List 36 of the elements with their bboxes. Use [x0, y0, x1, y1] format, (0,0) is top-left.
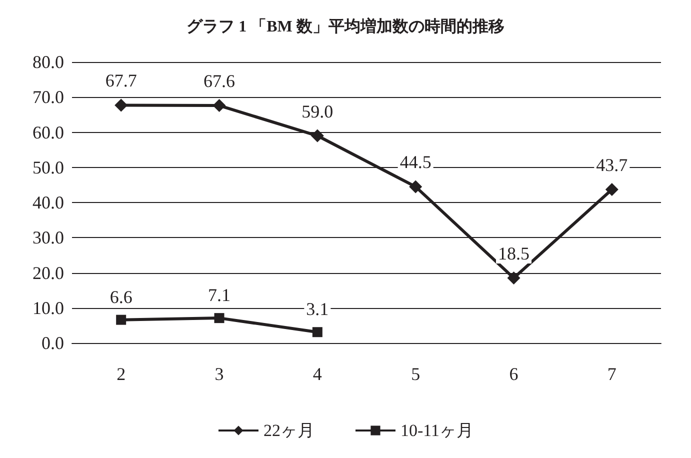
- point: [507, 272, 520, 285]
- data-label: 18.5: [498, 244, 530, 264]
- point: [605, 183, 618, 196]
- y-tick-label: 0.0: [42, 333, 64, 353]
- data-label: 67.7: [105, 70, 137, 91]
- y-tick-label: 20.0: [32, 262, 64, 283]
- data-label: 43.7: [596, 155, 628, 176]
- chart-title: グラフ 1 「BM 数」平均増加数の時間的推移: [186, 16, 504, 36]
- y-tick-label: 40.0: [32, 192, 64, 212]
- x-tick-label: 7: [607, 364, 616, 384]
- point: [116, 314, 126, 325]
- point: [114, 98, 128, 112]
- point: [409, 180, 422, 194]
- x-tick-label: 3: [214, 364, 224, 384]
- data-label: 44.5: [400, 152, 432, 172]
- x-tick-label: 2: [116, 364, 126, 384]
- y-tick-label: 50.0: [32, 157, 64, 178]
- legend-label: 22ヶ月: [263, 421, 314, 440]
- legend-label: 10-11ヶ月: [400, 421, 474, 440]
- point: [312, 327, 322, 338]
- point: [212, 99, 226, 112]
- point: [310, 129, 324, 142]
- data-label: 3.1: [306, 299, 329, 320]
- point: [214, 313, 224, 324]
- data-label: 59.0: [302, 101, 334, 122]
- y-tick-label: 10.0: [32, 298, 64, 318]
- y-tick-label: 30.0: [32, 228, 64, 248]
- x-tick-label: 4: [312, 364, 322, 384]
- y-tick-label: 80.0: [32, 52, 64, 72]
- x-tick-label: 6: [509, 364, 518, 384]
- data-label: 67.6: [204, 71, 235, 92]
- y-tick-label: 70.0: [32, 87, 64, 108]
- data-label: 7.1: [208, 285, 230, 306]
- x-tick-label: 5: [411, 364, 420, 384]
- y-tick-label: 60.0: [32, 122, 64, 142]
- data-label: 6.6: [110, 286, 132, 307]
